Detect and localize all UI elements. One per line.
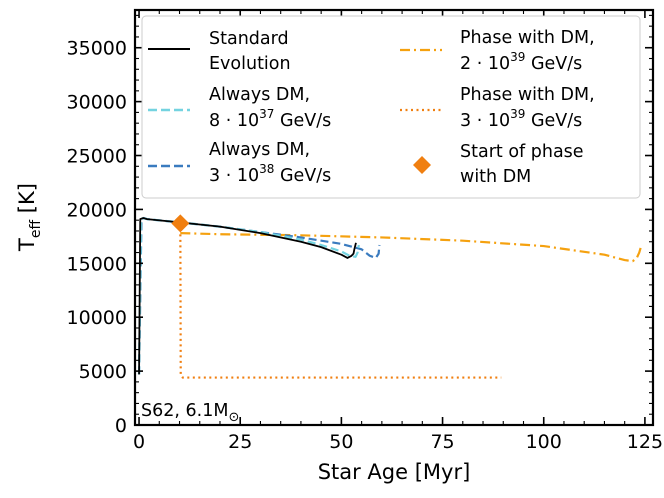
- x-tick-label: 75: [430, 431, 454, 453]
- legend: Standard Evolution Always DM, 8 · 1037 G…: [141, 15, 641, 199]
- series-layer: [137, 214, 642, 379]
- legend-label-dm-3e38-2: 3 · 1038 GeV/s: [209, 162, 331, 186]
- series-line-dm-3e38: [137, 216, 381, 375]
- series-line-phase-3e39: [179, 223, 502, 379]
- legend-label-standard-2: Evolution: [209, 54, 291, 74]
- y-tick-label: 35000: [67, 38, 127, 60]
- series-line-phase-2e39: [180, 232, 642, 263]
- y-tick-label: 10000: [67, 307, 127, 329]
- start-of-phase-marker: [171, 214, 190, 233]
- legend-label-phase-3e39-1: Phase with DM,: [460, 85, 595, 105]
- x-tick-label: 0: [133, 431, 145, 453]
- series-line-standard: [138, 217, 357, 375]
- y-tick-label: 30000: [67, 92, 127, 114]
- legend-box: [141, 15, 641, 199]
- legend-label-dm-8e37-1: Always DM,: [209, 85, 310, 105]
- legend-label-dm-8e37-2: 8 · 1037 GeV/s: [209, 107, 331, 131]
- ticks: 0 25 50 75 100 125 0 5000 10000 15000 20000 25000 30…: [67, 10, 663, 453]
- y-tick-label: 5000: [79, 361, 127, 383]
- y-tick-label: 25000: [67, 146, 127, 168]
- y-tick-label: 15000: [67, 253, 127, 275]
- legend-label-dm-3e38-1: Always DM,: [209, 140, 310, 160]
- star-annotation: S62, 6.1M⊙: [141, 401, 239, 425]
- x-tick-label: 50: [329, 431, 353, 453]
- plot-frame: [133, 8, 655, 427]
- legend-label-phase-2e39-2: 2 · 1039 GeV/s: [460, 50, 582, 74]
- x-tick-label: 100: [526, 431, 562, 453]
- legend-label-phase-3e39-2: 3 · 1039 GeV/s: [460, 107, 582, 131]
- legend-label-phase-2e39-1: Phase with DM,: [460, 28, 595, 48]
- legend-marker-start-phase: [413, 156, 431, 174]
- y-tick-label: 0: [115, 415, 127, 437]
- x-tick-label: 125: [627, 431, 663, 453]
- x-tick-label: 25: [228, 431, 252, 453]
- y-axis-label: Teff [K]: [15, 183, 44, 252]
- x-axis-label: Star Age [Myr]: [318, 460, 471, 484]
- legend-label-standard-1: Standard: [209, 29, 289, 49]
- legend-label-start-1: Start of phase: [460, 142, 584, 162]
- legend-label-start-2: with DM: [460, 167, 531, 187]
- y-tick-label: 20000: [67, 199, 127, 221]
